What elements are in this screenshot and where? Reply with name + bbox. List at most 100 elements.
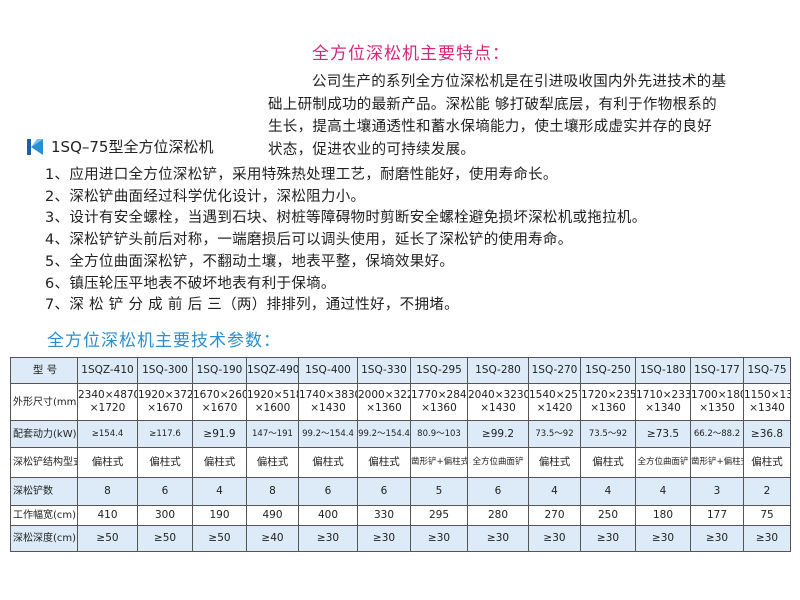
table-cell: 4 xyxy=(192,477,247,506)
table-cell: ≥30 xyxy=(580,525,636,552)
table-cell: 4 xyxy=(635,477,691,506)
intro-paragraph: 公司生产的系列全方位深松机是在引进吸收国内外先进技术的基 础上研制成功的最新产品… xyxy=(268,71,788,161)
spec-table: 型 号 1SQZ-410 1SQ-300 1SQ-190 1SQZ-490 1SQ-400… xyxy=(10,357,791,552)
table-cell: 1SQ-400 xyxy=(298,357,358,384)
table-cell: 1700×1800×1350 xyxy=(690,383,744,421)
cell-line: ×1430 xyxy=(480,402,516,414)
table-cell: ≥30 xyxy=(743,525,791,552)
cell-line: 1150×1350 xyxy=(744,389,790,401)
table-cell: 偏柱式 xyxy=(528,447,581,478)
cell-line: 2340×4870 xyxy=(78,389,138,401)
feature-item: 6、镇压轮压平地表不破坏地表有利于保墒。 xyxy=(45,275,336,292)
table-cell: 偏柱式 xyxy=(580,447,636,478)
table-cell: 1710×2330×1340 xyxy=(635,383,691,421)
table-cell: ≥154.4 xyxy=(77,420,138,448)
table-cell: 1SQ-295 xyxy=(410,357,468,384)
table-cell: 全方位曲面铲 xyxy=(635,447,691,478)
cell-line: ×1670 xyxy=(201,402,238,414)
feature-item: 1、应用进口全方位深松铲，采用特殊热处理工艺，耐磨性能好，使用寿命长。 xyxy=(45,167,558,183)
cell-line: 1710×2330 xyxy=(636,389,690,401)
table-cell: 1SQ-270 xyxy=(528,357,581,384)
table-cell: 偏柱式 xyxy=(743,447,791,478)
intro-line: 状态，促进农业的可持续发展。 xyxy=(268,141,476,158)
table-cell: 1SQZ-490 xyxy=(246,357,299,384)
table-cell: 99.2～154.4 xyxy=(357,420,411,448)
table-cell: ≥30 xyxy=(635,525,691,552)
feature-item: 7、深 松 铲 分 成 前 后 三（两）排排列，通过性好，不拥堵。 xyxy=(45,297,459,314)
cell-line: 2000×3220 xyxy=(358,389,410,401)
cell-line: ×1720 xyxy=(89,402,126,414)
table-cell: 1720×2350×1360 xyxy=(580,383,636,421)
table-cell: 2000×3220×1360 xyxy=(357,383,411,421)
table-cell: 8 xyxy=(77,477,138,506)
table-cell: 偏柱式 xyxy=(77,447,138,478)
feature-item: 4、深松铲铲头前后对称，一端磨损后可以调头使用，延长了深松铲的使用寿命。 xyxy=(45,232,573,249)
cell-line: ×1670 xyxy=(147,402,183,414)
table-cell: 2 xyxy=(743,477,791,506)
cell-line: 1770×2840 xyxy=(411,389,468,401)
table-cell: 3 xyxy=(690,477,744,506)
table-cell: 偏柱式 xyxy=(357,447,411,478)
table-cell: 1920×3720×1670 xyxy=(137,383,193,421)
table-cell: 2340×4870 ×1720 xyxy=(77,383,138,421)
table-cell: 180 xyxy=(635,505,691,526)
table-cell: 73.5～92 xyxy=(580,420,636,448)
table-cell: ≥30 xyxy=(298,525,358,552)
table-cell: 1SQ-250 xyxy=(580,357,636,384)
table-cell: 1SQ-180 xyxy=(635,357,691,384)
table-cell: ≥30 xyxy=(528,525,581,552)
table-cell: 偏柱式 xyxy=(192,447,247,478)
feature-item: 3、设计有安全螺栓，当遇到石块、树桩等障碍物时剪断安全螺栓避免损坏深松机或拖拉机… xyxy=(45,210,647,227)
table-row-working-width: 工作幅宽(cm) 410 300 190 490 400 330 295 280 270 250 18… xyxy=(10,505,791,526)
table-cell: ≥50 xyxy=(137,525,193,552)
table-cell: 330 xyxy=(357,505,411,526)
features-title: 全方位深松机主要特点： xyxy=(312,44,510,64)
table-cell: 270 xyxy=(528,505,581,526)
row-label: 型 号 xyxy=(10,357,78,384)
cell-line: ×1360 xyxy=(366,402,402,414)
table-cell: 80.9～103 xyxy=(410,420,468,448)
cell-line: ×1600 xyxy=(254,402,291,414)
table-cell: 凿形铲+偏柱式 xyxy=(690,447,744,478)
table-cell: ≥50 xyxy=(192,525,247,552)
table-cell: 5 xyxy=(410,477,468,506)
params-title: 全方位深松机主要技术参数： xyxy=(47,331,281,351)
table-cell: 410 xyxy=(77,505,138,526)
table-row-structure: 深松铲结构型式 偏柱式 偏柱式 偏柱式 偏柱式 偏柱式 偏柱式 凿形铲+偏柱式 全方位曲面铲 偏柱… xyxy=(10,447,791,478)
table-cell: 75 xyxy=(743,505,791,526)
cell-line: 1540×2570 xyxy=(529,389,580,401)
model-heading-text: 1SQ–75型全方位深松机 xyxy=(51,138,214,156)
table-cell: 1SQZ-410 xyxy=(77,357,138,384)
table-cell: ≥36.8 xyxy=(743,420,791,448)
feature-item: 5、全方位曲面深松铲，不翻动土壤，地表平整，保墒效果好。 xyxy=(45,253,455,270)
cell-line: 2040×3230 xyxy=(468,389,529,401)
table-cell: 偏柱式 xyxy=(246,447,299,478)
table-cell: ≥73.5 xyxy=(635,420,691,448)
table-cell: 295 xyxy=(410,505,468,526)
row-label: 外形尺寸(mm) xyxy=(10,383,78,421)
cell-line: 1740×3830 xyxy=(299,389,358,401)
cell-line: ×1430 xyxy=(310,402,346,414)
table-cell: 6 xyxy=(137,477,193,506)
table-cell: 6 xyxy=(357,477,411,506)
table-cell: 250 xyxy=(580,505,636,526)
table-cell: 99.2～154.4 xyxy=(298,420,358,448)
table-cell: 280 xyxy=(467,505,529,526)
intro-line: 础上研制成功的最新产品。深松能 够打破犁底层，有利于作物根系的 xyxy=(268,96,717,113)
table-cell: 1740×3830 ×1430 xyxy=(298,383,358,421)
cell-line: 1920×5180 xyxy=(247,389,298,401)
table-cell: 177 xyxy=(690,505,744,526)
table-cell: 凿形铲+偏柱式 xyxy=(410,447,468,478)
intro-line: 生长，提高土壤通透性和蓄水保墒能力，使土壤形成虚实并存的良好 xyxy=(268,119,712,135)
table-cell: 1SQ-75 xyxy=(743,357,791,384)
cell-line: ×1340 xyxy=(749,402,785,414)
cell-line: ×1340 xyxy=(645,402,681,414)
table-cell: 300 xyxy=(137,505,193,526)
table-cell: 66.2～88.2 xyxy=(690,420,744,448)
cell-line: ×1360 xyxy=(590,402,626,414)
table-cell: 8 xyxy=(246,477,299,506)
table-cell: ≥30 xyxy=(467,525,529,552)
cell-line: ×1360 xyxy=(421,402,457,414)
row-label: 深松铲结构型式 xyxy=(10,447,78,478)
table-cell: 6 xyxy=(298,477,358,506)
